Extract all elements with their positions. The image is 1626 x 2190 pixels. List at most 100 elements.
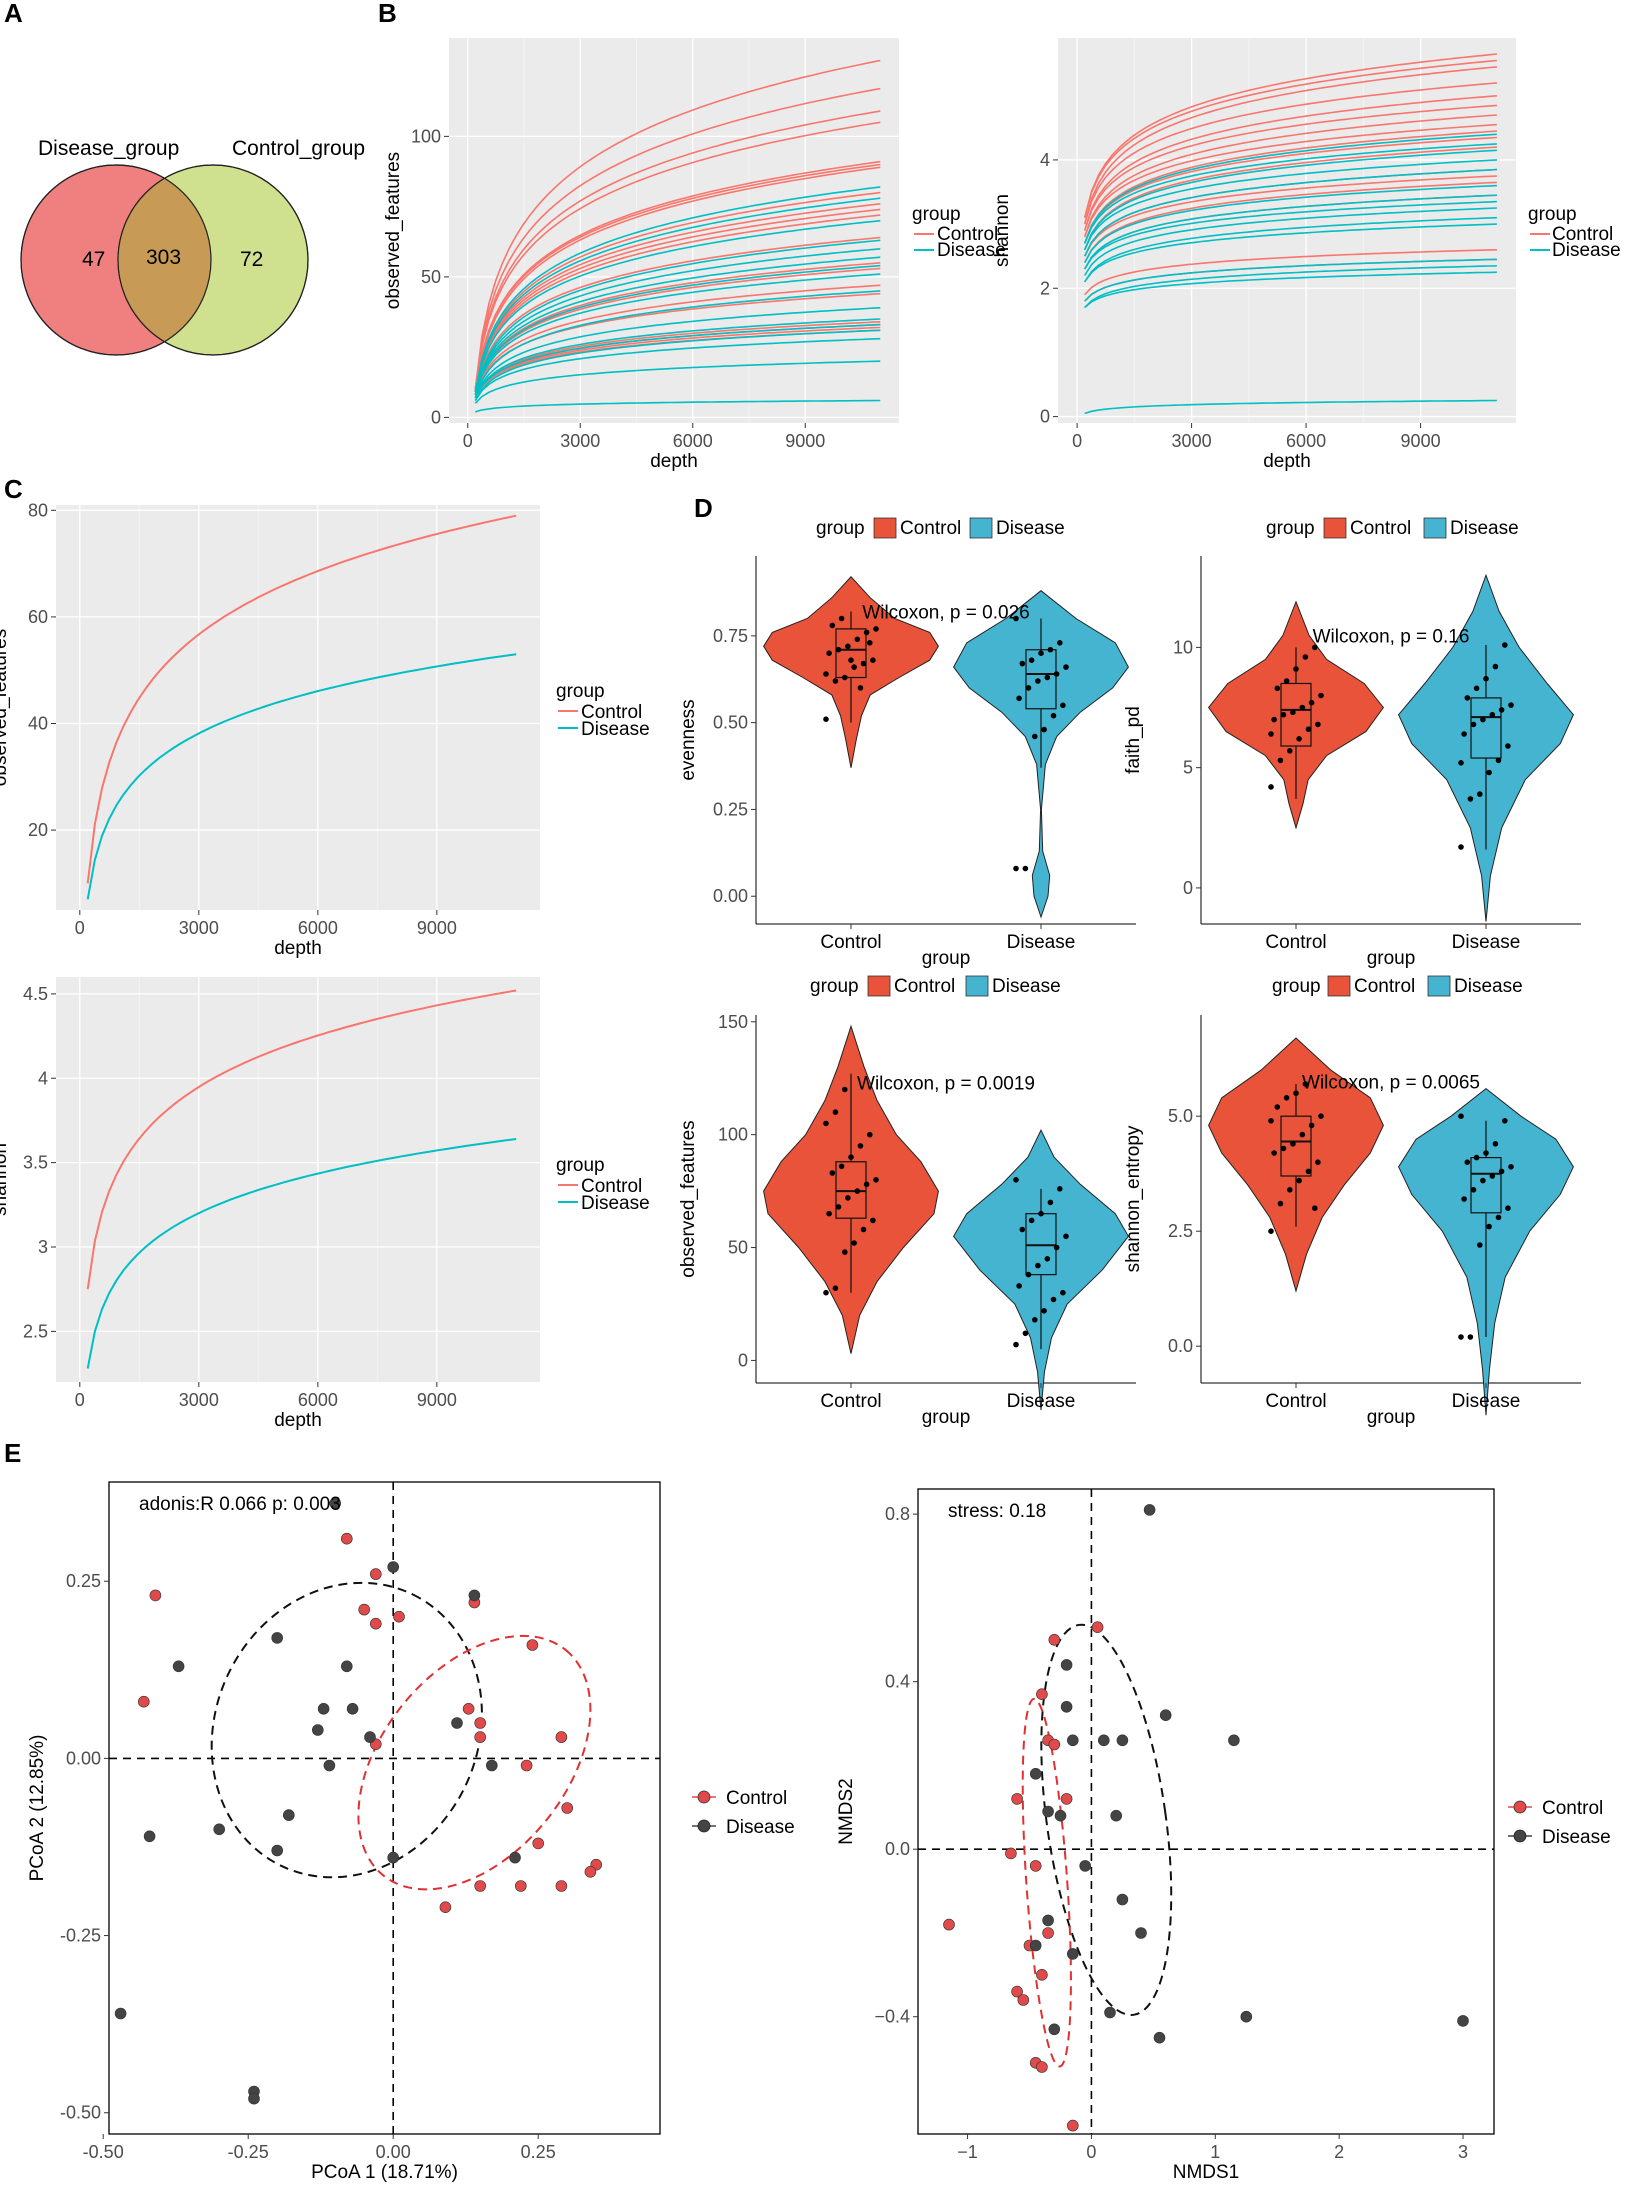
legend-label-disease: Disease [726, 1817, 795, 1838]
chart-E2: −1 0 1 2 3 −0.4 0.0 0.4 0.8 NMDS1 NMDS2 stress: 0.1… [836, 1488, 1495, 2183]
legend-title: group [810, 976, 859, 997]
legend-title: group [1528, 204, 1577, 225]
data-point [1057, 1186, 1063, 1192]
y-axis-title: evenness [678, 699, 699, 780]
data-point [832, 1109, 839, 1115]
data-point [1318, 692, 1324, 699]
y-axis-title: PCoA 2 (12.85%) [27, 1735, 48, 1882]
series-line-control [474, 208, 881, 393]
legend-label-control: Control [894, 976, 955, 997]
data-point [857, 685, 864, 691]
sample-point-disease [282, 1809, 295, 1821]
sample-point-control [138, 1695, 150, 1708]
data-point [842, 674, 848, 681]
x-tick-label: 9000 [785, 431, 825, 451]
legend-b1: group Control Disease [912, 204, 1006, 261]
data-point [1470, 1187, 1477, 1193]
data-point [860, 1226, 867, 1233]
sample-point-disease [317, 1703, 330, 1715]
series-line-control [474, 166, 881, 393]
series-line-control [1083, 104, 1497, 231]
venn-left-label: Disease_group [38, 137, 179, 160]
x-tick-label: Disease [1007, 932, 1076, 953]
data-point [1013, 865, 1019, 872]
sample-point-control [1048, 1738, 1061, 1751]
sample-point-control [584, 1866, 597, 1878]
legend-c2: group Control Disease [556, 1155, 650, 1214]
series-line-control [1083, 66, 1497, 225]
y-tick-label: 0 [1040, 407, 1050, 427]
series-line-control [474, 203, 881, 393]
data-point [870, 1217, 876, 1224]
series-line-disease [1084, 216, 1497, 283]
y-tick-label: −0.4 [874, 2007, 910, 2027]
data-point [1508, 1164, 1514, 1170]
data-point [1308, 699, 1315, 706]
x-tick-label: Control [820, 932, 881, 953]
series-line-control [474, 121, 881, 390]
legend-key-control [1327, 975, 1351, 997]
legend-key-disease [1513, 1829, 1527, 1843]
legend-e2: Control Disease [1508, 1798, 1611, 1848]
x-axis-title: depth [274, 1410, 322, 1431]
venn-left-count: 47 [82, 248, 105, 271]
data-point [1025, 685, 1032, 691]
sample-point-disease [468, 1589, 481, 1602]
data-point [1044, 674, 1051, 681]
data-point [1312, 644, 1318, 651]
series-line-control [474, 110, 881, 390]
data-point [1458, 844, 1464, 850]
chart-C1: 0 3000 6000 9000 20 40 60 80 depth observed_featu… [0, 500, 540, 959]
data-point [838, 615, 845, 622]
data-point [1480, 716, 1486, 723]
y-axis-title: shannon [0, 1143, 11, 1216]
data-point [1283, 1095, 1290, 1101]
data-point [1492, 1141, 1499, 1147]
data-point [1464, 695, 1471, 701]
boxplot-box [835, 628, 867, 679]
legend-d3: group Control Disease [810, 975, 1061, 997]
series-line-control [474, 326, 881, 399]
x-axis-title: depth [650, 451, 698, 472]
x-tick-label: 0.25 [521, 2142, 556, 2162]
series-line-control [474, 87, 881, 390]
data-point [1458, 1334, 1464, 1340]
x-tick-label: Disease [1007, 1391, 1076, 1412]
data-point [823, 1120, 829, 1127]
y-tick-label: 100 [411, 126, 441, 146]
data-point [1019, 1226, 1026, 1233]
sample-point-disease [1135, 1927, 1147, 1939]
sample-point-control [1011, 1985, 1023, 1998]
data-point [1053, 671, 1060, 677]
data-point [845, 1195, 851, 1201]
boxplot-box [1280, 1115, 1312, 1177]
panel-label-a: A [4, 0, 23, 28]
legend-key-control [1323, 517, 1347, 539]
sample-point-control [520, 1759, 533, 1772]
legend-b2: group Control Disease [1528, 204, 1621, 261]
series-line-disease [1084, 200, 1497, 270]
series-line-control [1083, 123, 1497, 238]
data-point [1057, 640, 1063, 646]
legend-title: group [816, 518, 865, 539]
series-line-control [1084, 249, 1497, 296]
data-point [867, 1131, 873, 1138]
data-point [873, 1177, 879, 1183]
series-line-disease [474, 256, 881, 396]
legend-label-disease: Disease [1450, 518, 1519, 539]
y-axis-title: observed_features [0, 629, 11, 786]
y-tick-label: -0.50 [60, 2103, 101, 2123]
data-point [1025, 1271, 1032, 1278]
y-tick-label: 4.5 [23, 984, 48, 1004]
legend-label-control: Control [581, 702, 642, 723]
data-point [1050, 1296, 1057, 1303]
x-tick-label: 0 [463, 431, 473, 451]
legend-c1: group Control Disease [556, 681, 650, 740]
data-point [1032, 733, 1038, 740]
x-tick-label: 6000 [673, 431, 713, 451]
data-point [1458, 1113, 1464, 1119]
series-line-disease [1083, 159, 1497, 251]
x-tick-label: 6000 [298, 918, 338, 938]
x-tick-label: Control [820, 1391, 881, 1412]
